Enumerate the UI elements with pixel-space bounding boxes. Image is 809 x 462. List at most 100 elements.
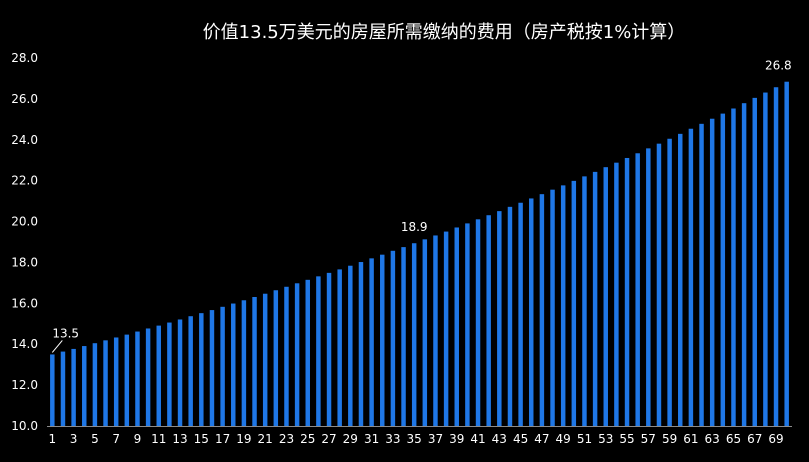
- bar: [401, 247, 406, 426]
- bar: [390, 250, 396, 426]
- bar: [369, 258, 374, 426]
- bar: [560, 185, 566, 426]
- bar: [358, 262, 364, 426]
- bar: [337, 269, 342, 426]
- bar: [454, 227, 459, 426]
- bar: [635, 153, 640, 426]
- bar: [773, 87, 779, 426]
- data-label: 26.8: [765, 59, 792, 73]
- data-label-leader: [51, 340, 63, 353]
- bar: [763, 92, 768, 426]
- bar: [220, 306, 225, 426]
- bar: [592, 171, 598, 426]
- x-tick-label: 9: [134, 432, 142, 446]
- data-labels: 13.5 18.9 26.8: [51, 59, 792, 353]
- bar: [486, 215, 491, 426]
- x-tick-label: 45: [513, 432, 528, 446]
- bar: [518, 202, 523, 426]
- x-tick-label: 41: [470, 432, 485, 446]
- bar: [550, 189, 555, 426]
- bar: [646, 148, 651, 426]
- bar: [273, 290, 279, 426]
- x-tick-label: 13: [172, 432, 187, 446]
- x-tick-label: 17: [215, 432, 230, 446]
- bar: [433, 235, 438, 426]
- bar: [656, 143, 662, 426]
- x-tick-label: 5: [91, 432, 99, 446]
- bar: [305, 279, 310, 426]
- bar: [188, 316, 193, 426]
- bar: [443, 231, 449, 426]
- x-tick-label: 1: [49, 432, 57, 446]
- x-tick-label: 43: [492, 432, 507, 446]
- bar: [177, 319, 183, 426]
- x-tick-label: 7: [112, 432, 120, 446]
- bar: [252, 296, 257, 426]
- x-tick-label: 19: [236, 432, 251, 446]
- bar: [667, 138, 672, 426]
- bar: [709, 118, 715, 426]
- bar: [752, 97, 757, 426]
- x-axis: 1 3 5 7 9 11 13 15 17 19 21 23 25 27 29 31 33 35 37 39 41 43 4…: [47, 426, 792, 446]
- x-tick-label: 21: [258, 432, 273, 446]
- x-tick-label: 11: [151, 432, 166, 446]
- bar: [380, 254, 385, 426]
- x-tick-label: 59: [662, 432, 677, 446]
- x-tick-label: 39: [449, 432, 464, 446]
- bar: [465, 223, 470, 426]
- bar: [731, 108, 736, 427]
- x-tick-label: 55: [619, 432, 634, 446]
- x-tick-label: 27: [321, 432, 336, 446]
- y-tick-label: 26.0: [11, 92, 38, 106]
- bar: [411, 243, 417, 426]
- bar: [103, 340, 108, 426]
- x-tick-label: 31: [364, 432, 379, 446]
- y-tick-label: 28.0: [11, 51, 38, 65]
- bar: [145, 328, 151, 426]
- bar: [60, 351, 66, 426]
- y-tick-label: 12.0: [11, 378, 38, 392]
- x-tick-label: 67: [747, 432, 762, 446]
- bar: [167, 322, 172, 426]
- bar: [475, 219, 481, 426]
- x-tick-label: 37: [428, 432, 443, 446]
- x-tick-label: 69: [768, 432, 783, 446]
- bar: [262, 293, 268, 426]
- bar: [199, 313, 204, 426]
- bar: [82, 346, 87, 426]
- bar: [294, 283, 300, 426]
- bar: [529, 198, 534, 426]
- x-tick-label: 51: [577, 432, 592, 446]
- bar: [539, 194, 545, 426]
- bar: [316, 276, 321, 426]
- bar: [603, 167, 608, 426]
- bar: [71, 348, 76, 426]
- bar: [284, 286, 289, 426]
- x-tick-label: 53: [598, 432, 613, 446]
- y-tick-label: 16.0: [11, 296, 38, 310]
- chart-title: 价值13.5万美元的房屋所需缴纳的费用（房产税按1%计算）: [203, 22, 686, 43]
- bar: [50, 354, 55, 426]
- bar: [497, 211, 502, 426]
- y-tick-label: 14.0: [11, 337, 38, 351]
- bar: [422, 239, 428, 426]
- bar: [507, 206, 513, 426]
- data-label: 13.5: [52, 326, 79, 340]
- bars: [50, 81, 789, 427]
- bar: [571, 180, 577, 426]
- data-label: 18.9: [401, 220, 428, 234]
- x-tick-label: 3: [70, 432, 78, 446]
- y-axis: 10.0 12.0 14.0 16.0 18.0 20.0 22.0 24.0 26.0 28.0: [11, 51, 38, 433]
- bar: [699, 123, 704, 426]
- bar: [624, 157, 630, 426]
- bar: [688, 128, 694, 426]
- bar: [209, 310, 215, 426]
- x-tick-label: 49: [556, 432, 571, 446]
- y-tick-label: 20.0: [11, 215, 38, 229]
- x-tick-label: 29: [343, 432, 358, 446]
- bar: [135, 331, 140, 426]
- bar: [348, 265, 353, 426]
- x-tick-label: 65: [726, 432, 741, 446]
